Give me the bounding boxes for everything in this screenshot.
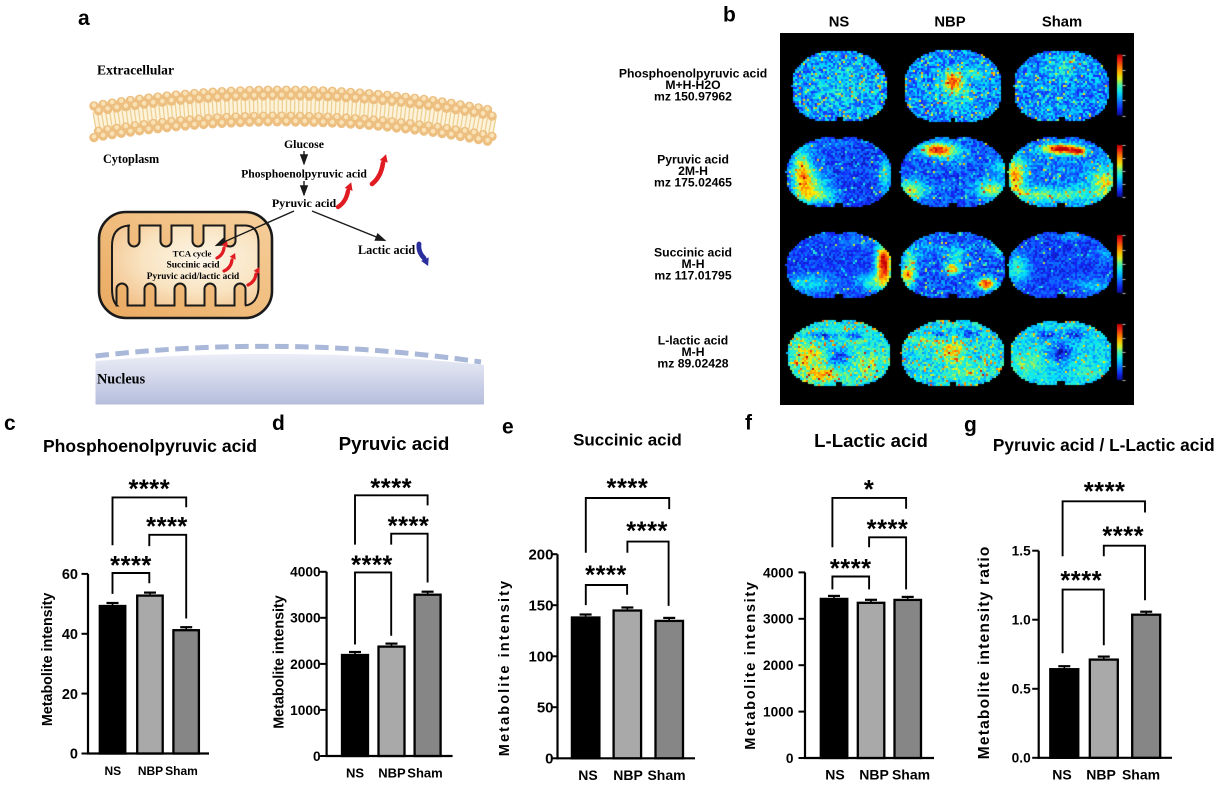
svg-text:Glucose: Glucose (284, 137, 324, 151)
svg-text:20: 20 (62, 687, 78, 703)
svg-text:Phosphoenolpyruvic acid: Phosphoenolpyruvic acid (43, 436, 257, 456)
svg-text:NS: NS (825, 767, 844, 783)
svg-text:Sham: Sham (165, 764, 198, 778)
svg-text:****: **** (128, 476, 170, 504)
svg-text:b: b (723, 4, 736, 27)
svg-text:****: **** (1084, 478, 1126, 506)
svg-text:NS: NS (829, 15, 850, 31)
svg-text:M-H: M-H (681, 257, 704, 271)
svg-text:****: **** (626, 518, 668, 546)
svg-text:Phosphoenolpyruvic acid: Phosphoenolpyruvic acid (241, 168, 367, 181)
svg-text:Metabolite intensity: Metabolite intensity (743, 580, 759, 749)
svg-text:Pyruvic acid / L-Lactic acid: Pyruvic acid / L-Lactic acid (993, 435, 1215, 455)
svg-text:50: 50 (537, 700, 554, 717)
svg-text:4000: 4000 (290, 565, 321, 580)
svg-text:****: **** (146, 513, 188, 541)
svg-text:****: **** (388, 512, 430, 540)
svg-text:mz 150.97962: mz 150.97962 (654, 90, 732, 104)
svg-text:NS: NS (1052, 766, 1071, 782)
svg-text:150: 150 (528, 598, 553, 615)
svg-text:****: **** (1102, 523, 1144, 551)
svg-text:0.5: 0.5 (1012, 682, 1031, 697)
svg-text:4000: 4000 (763, 565, 794, 580)
svg-text:Succinic acid: Succinic acid (654, 246, 732, 260)
svg-text:Succinic acid: Succinic acid (573, 431, 682, 450)
svg-text:0: 0 (786, 751, 794, 766)
svg-text:3000: 3000 (290, 611, 321, 626)
svg-text:Sham: Sham (407, 766, 442, 781)
svg-text:Sham: Sham (1122, 766, 1160, 782)
svg-text:NBP: NBP (859, 767, 889, 783)
svg-text:Pyruvic acid: Pyruvic acid (657, 153, 729, 167)
svg-text:1.5: 1.5 (1012, 544, 1031, 559)
svg-text:Pyruvic acid: Pyruvic acid (339, 433, 450, 454)
svg-text:c: c (4, 412, 16, 435)
svg-text:Lactic acid: Lactic acid (358, 243, 415, 257)
svg-text:2000: 2000 (290, 657, 321, 672)
svg-text:Sham: Sham (1042, 15, 1082, 31)
svg-text:****: **** (351, 552, 393, 580)
svg-text:NBP: NBP (934, 15, 965, 31)
svg-text:0.0: 0.0 (1012, 751, 1031, 766)
svg-text:mz 89.02428: mz 89.02428 (657, 357, 728, 371)
svg-text:Sham: Sham (647, 767, 685, 783)
svg-text:L-lactic acid: L-lactic acid (658, 334, 728, 348)
svg-text:Metabolite intensity: Metabolite intensity (40, 593, 56, 727)
svg-text:a: a (78, 7, 90, 30)
svg-text:Phosphoenolpyruvic acid: Phosphoenolpyruvic acid (619, 67, 767, 81)
svg-text:NS: NS (578, 767, 597, 783)
svg-text:mz 117.01795: mz 117.01795 (654, 269, 731, 283)
svg-text:Extracellular: Extracellular (97, 63, 174, 78)
svg-text:Pyruvic acid/lactic acid: Pyruvic acid/lactic acid (147, 272, 240, 282)
svg-text:40: 40 (62, 627, 78, 643)
svg-text:1000: 1000 (290, 703, 321, 718)
svg-text:2000: 2000 (763, 658, 794, 673)
svg-text:1000: 1000 (763, 705, 794, 720)
svg-text:Cytoplasm: Cytoplasm (103, 152, 159, 166)
svg-text:****: **** (607, 475, 649, 503)
svg-text:NBP: NBP (613, 767, 643, 783)
svg-text:****: **** (585, 562, 627, 590)
svg-text:g: g (964, 414, 977, 437)
svg-text:NBP: NBP (1086, 766, 1116, 782)
svg-text:NS: NS (346, 766, 364, 781)
svg-text:0: 0 (545, 751, 553, 768)
svg-text:****: **** (830, 555, 872, 583)
svg-text:*: * (864, 476, 874, 504)
svg-text:1.0: 1.0 (1012, 613, 1031, 628)
svg-text:2M-H: 2M-H (678, 164, 708, 178)
svg-text:****: **** (110, 552, 152, 580)
svg-text:L-Lactic acid: L-Lactic acid (814, 430, 928, 451)
svg-text:200: 200 (528, 547, 553, 564)
svg-text:TCA cycle: TCA cycle (173, 249, 212, 259)
svg-text:e: e (502, 416, 514, 439)
svg-text:Pyruvic acid: Pyruvic acid (272, 196, 337, 210)
svg-text:60: 60 (62, 567, 78, 583)
svg-text:NS: NS (104, 764, 121, 778)
svg-text:Sham: Sham (892, 767, 930, 783)
svg-text:NBP: NBP (138, 764, 163, 778)
svg-text:****: **** (1060, 567, 1102, 595)
svg-text:Metabolite intensity ratio: Metabolite intensity ratio (976, 545, 993, 759)
svg-text:100: 100 (528, 649, 553, 666)
svg-text:0: 0 (70, 747, 78, 763)
svg-text:****: **** (370, 475, 412, 503)
svg-text:****: **** (867, 516, 909, 544)
svg-text:M-H: M-H (681, 345, 704, 359)
svg-text:Nucleus: Nucleus (97, 372, 146, 388)
svg-text:Succinic acid: Succinic acid (166, 260, 220, 270)
svg-text:f: f (745, 412, 753, 435)
svg-text:3000: 3000 (763, 612, 794, 627)
svg-text:mz 175.02465: mz 175.02465 (654, 176, 732, 190)
svg-text:Metabolite intensity: Metabolite intensity (497, 579, 513, 756)
svg-text:NBP: NBP (378, 766, 406, 781)
svg-text:0: 0 (313, 749, 321, 764)
svg-text:M+H-H2O: M+H-H2O (665, 78, 720, 92)
svg-text:d: d (272, 412, 285, 435)
svg-text:Metabolite intensity: Metabolite intensity (272, 595, 288, 729)
